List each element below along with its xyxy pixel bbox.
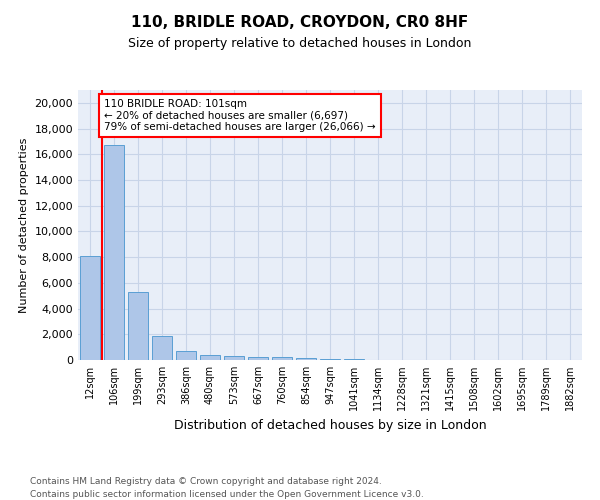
Bar [80,256,100,360]
Bar [272,358,292,360]
Y-axis label: Number of detached properties: Number of detached properties [19,138,29,312]
Text: Contains HM Land Registry data © Crown copyright and database right 2024.: Contains HM Land Registry data © Crown c… [30,478,382,486]
Bar [224,356,244,360]
Bar [176,351,196,360]
Text: 110 BRIDLE ROAD: 101sqm
← 20% of detached houses are smaller (6,697)
79% of semi: 110 BRIDLE ROAD: 101sqm ← 20% of detache… [104,99,376,132]
Bar [248,357,268,360]
Bar [320,359,340,360]
Text: Size of property relative to detached houses in London: Size of property relative to detached ho… [128,38,472,51]
X-axis label: Distribution of detached houses by size in London: Distribution of detached houses by size … [173,418,487,432]
Text: 110, BRIDLE ROAD, CROYDON, CR0 8HF: 110, BRIDLE ROAD, CROYDON, CR0 8HF [131,15,469,30]
Bar [152,336,172,360]
Bar [200,355,220,360]
Text: Contains public sector information licensed under the Open Government Licence v3: Contains public sector information licen… [30,490,424,499]
Bar [128,292,148,360]
Bar [296,358,316,360]
Bar [104,146,124,360]
